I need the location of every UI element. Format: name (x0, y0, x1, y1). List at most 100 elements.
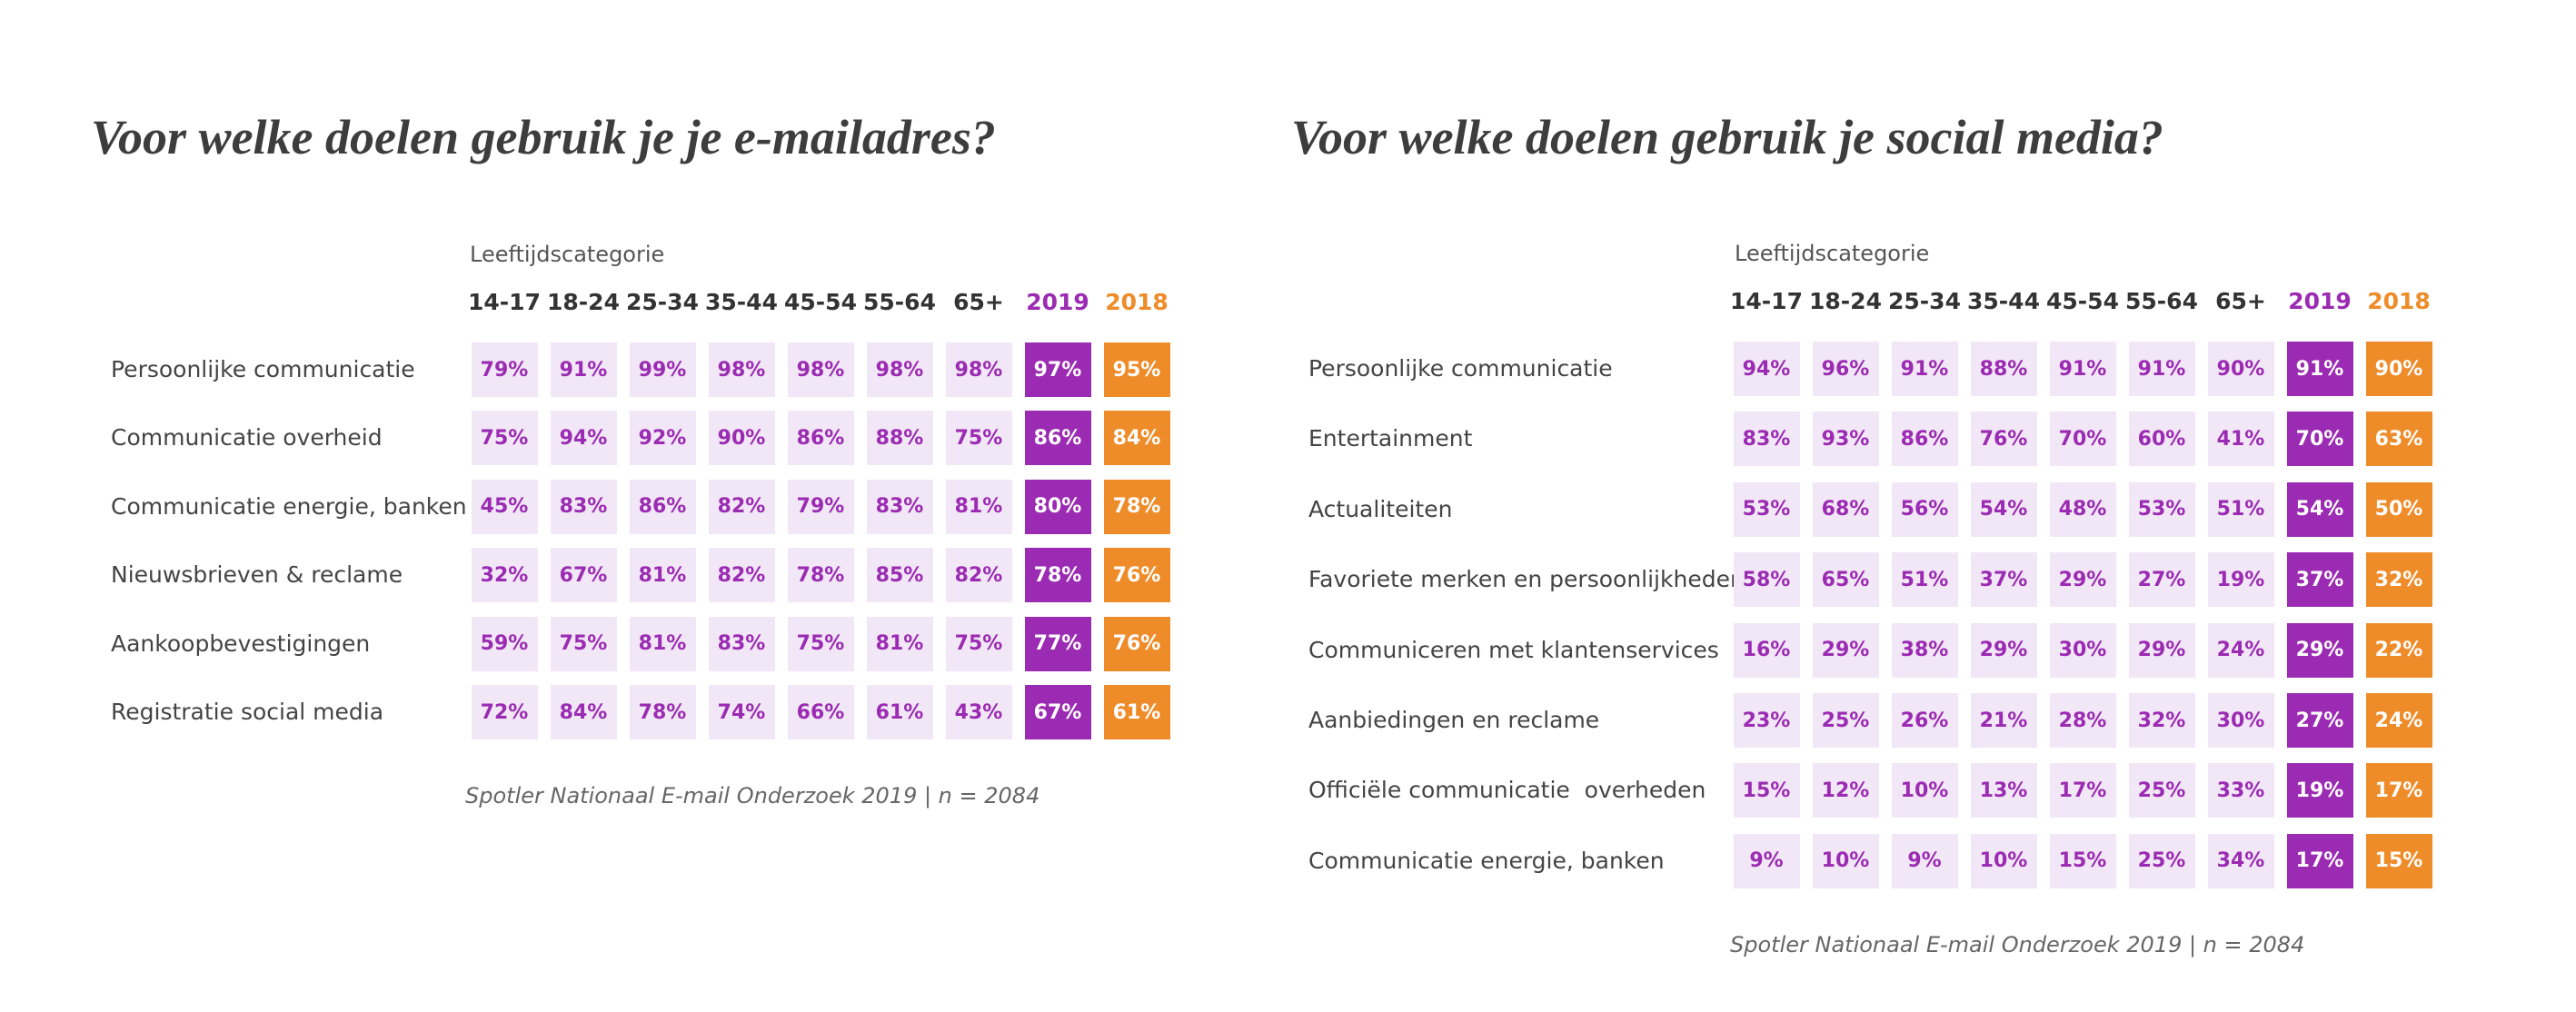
panel-title: Voor welke doelen gebruik je social medi… (1291, 110, 2163, 164)
value-cell: 78% (1024, 548, 1091, 603)
column-header: 25-34 (1888, 288, 1961, 314)
row-label: Persoonlijke communicatie (1308, 355, 1613, 382)
value-cell: 70% (2049, 412, 2116, 467)
value-cell: 83% (1733, 412, 1800, 467)
value-cell: 91% (2128, 342, 2195, 396)
value-cell: 17% (2365, 763, 2432, 819)
column-header: 2019 (1026, 289, 1089, 315)
value-cell: 78% (629, 685, 696, 739)
value-cell: 81% (945, 479, 1012, 534)
value-cell: 61% (1103, 685, 1170, 739)
value-cell: 25% (2128, 763, 2195, 819)
value-cell: 93% (1812, 412, 1879, 467)
value-cell: 79% (471, 342, 538, 397)
value-cell: 53% (1733, 481, 1800, 537)
value-cell: 30% (2049, 622, 2116, 678)
value-cell: 91% (2286, 342, 2353, 396)
value-cell: 17% (2286, 833, 2353, 888)
value-cell: 68% (1812, 481, 1879, 537)
value-cell: 83% (708, 616, 775, 671)
value-cell: 90% (2365, 342, 2432, 396)
value-cell: 30% (2207, 693, 2274, 748)
row-label: Persoonlijke communicatie (111, 356, 415, 382)
value-cell: 54% (2286, 481, 2353, 537)
value-cell: 79% (787, 479, 854, 534)
value-cell: 16% (1733, 622, 1800, 678)
value-cell: 15% (1733, 763, 1800, 819)
column-header: 45-54 (784, 289, 857, 315)
value-cell: 75% (945, 411, 1012, 466)
value-cell: 82% (708, 479, 775, 534)
value-cell: 28% (2049, 693, 2116, 748)
value-cell: 10% (1812, 833, 1879, 888)
value-cell: 9% (1733, 833, 1800, 888)
value-cell: 84% (550, 685, 617, 739)
value-cell: 37% (1970, 552, 2037, 608)
value-cell: 29% (1970, 622, 2037, 678)
value-cell: 25% (2128, 833, 2195, 888)
value-cell: 76% (1103, 548, 1170, 603)
value-cell: 33% (2207, 763, 2274, 819)
value-cell: 75% (471, 411, 538, 466)
value-cell: 51% (2207, 481, 2274, 537)
value-cell: 83% (866, 479, 933, 534)
value-cell: 13% (1970, 763, 2037, 819)
value-cell: 97% (1024, 342, 1091, 397)
subheader: Leeftijdscategorie (470, 242, 665, 267)
row-label: Actualiteiten (1308, 495, 1453, 522)
value-cell: 98% (945, 342, 1012, 397)
row-label: Registratie social media (111, 699, 384, 725)
value-cell: 27% (2128, 552, 2195, 608)
value-cell: 92% (629, 411, 696, 466)
value-cell: 91% (2049, 342, 2116, 396)
value-cell: 26% (1891, 693, 1958, 748)
value-cell: 60% (2128, 412, 2195, 467)
value-cell: 29% (2049, 552, 2116, 608)
value-cell: 86% (629, 479, 696, 534)
value-cell: 81% (866, 616, 933, 671)
value-cell: 56% (1891, 481, 1958, 537)
value-cell: 37% (2286, 552, 2353, 608)
value-cell: 10% (1891, 763, 1958, 819)
value-cell: 12% (1812, 763, 1879, 819)
value-cell: 65% (1812, 552, 1879, 608)
value-cell: 32% (2365, 552, 2432, 608)
value-cell: 41% (2207, 412, 2274, 467)
value-cell: 86% (1891, 412, 1958, 467)
value-cell: 82% (945, 548, 1012, 603)
value-cell: 58% (1733, 552, 1800, 608)
column-header: 35-44 (1967, 288, 2040, 314)
value-cell: 29% (2286, 622, 2353, 678)
row-label: Communiceren met klantenservices (1308, 636, 1719, 663)
subheader: Leeftijdscategorie (1735, 241, 1930, 266)
value-cell: 54% (1970, 481, 2037, 537)
row-label: Aankoopbevestigingen (111, 630, 371, 657)
column-header: 45-54 (2046, 288, 2119, 314)
column-header: 2018 (1105, 289, 1169, 315)
row-label: Entertainment (1308, 425, 1473, 452)
footnote: Spotler Nationaal E-mail Onderzoek 2019 … (465, 783, 1040, 809)
value-cell: 59% (471, 616, 538, 671)
column-header: 2019 (2288, 288, 2352, 314)
row-label: Officiële communicatie overheden (1308, 777, 1706, 804)
value-cell: 38% (1891, 622, 1958, 678)
value-cell: 94% (550, 411, 617, 466)
value-cell: 21% (1970, 693, 2037, 748)
value-cell: 96% (1812, 342, 1879, 396)
value-cell: 80% (1024, 479, 1091, 534)
value-cell: 99% (629, 342, 696, 397)
value-cell: 75% (787, 616, 854, 671)
value-cell: 10% (1970, 833, 2037, 888)
column-header: 14-17 (1730, 288, 1803, 314)
value-cell: 53% (2128, 481, 2195, 537)
value-cell: 81% (629, 616, 696, 671)
value-cell: 76% (1970, 412, 2037, 467)
value-cell: 29% (2128, 622, 2195, 678)
value-cell: 82% (708, 548, 775, 603)
value-cell: 67% (1024, 685, 1091, 739)
value-cell: 27% (2286, 693, 2353, 748)
value-cell: 78% (787, 548, 854, 603)
column-header: 55-64 (2125, 288, 2198, 314)
value-cell: 74% (708, 685, 775, 739)
